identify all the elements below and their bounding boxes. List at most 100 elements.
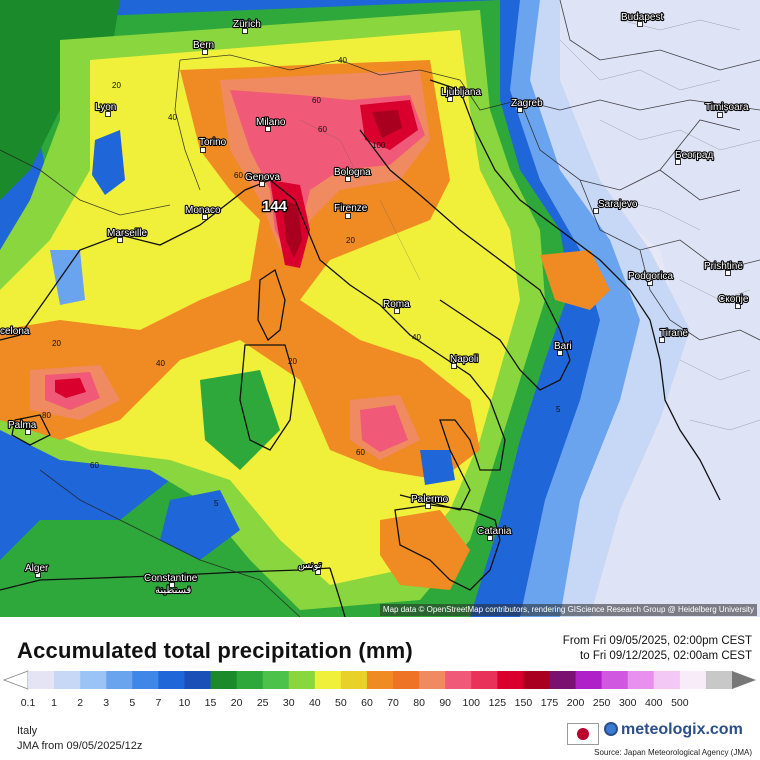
scale-swatch	[210, 671, 238, 689]
scale-swatch	[653, 671, 681, 689]
scale-swatch	[106, 671, 133, 689]
scale-swatch	[679, 671, 707, 689]
scale-tick-label: 300	[618, 697, 637, 709]
scale-tick-label: 40	[308, 697, 321, 709]
scale-swatch	[158, 671, 185, 689]
scale-swatch	[262, 671, 290, 689]
city-marker-tirane	[659, 337, 665, 343]
city-label-sarajevo: Sarajevo	[598, 199, 638, 210]
scale-tick-label: 70	[387, 697, 399, 709]
globe-icon	[604, 722, 618, 736]
city-label-marseille: Marseille	[107, 228, 147, 239]
city-label-budapest: Budapest	[621, 12, 663, 23]
city-label-tirane: Tiranë	[660, 328, 688, 339]
city-label-napoli: Napoli	[450, 354, 478, 365]
scale-tick-label: 1	[51, 697, 57, 709]
city-marker-roma	[394, 308, 400, 314]
precipitation-map[interactable]: 20 40 60 60 100 40 20 80 60 40 20 5 60 5…	[0, 0, 760, 617]
scale-tick-label: 2	[77, 697, 84, 709]
scale-tick-label: 15	[204, 697, 217, 709]
city-label-podgorica: Podgorica	[628, 271, 673, 282]
scale-tick-label: 60	[361, 697, 373, 709]
contour-label: 100	[372, 141, 386, 150]
chart-title: Accumulated total precipitation (mm)	[17, 638, 413, 663]
period-to: to Fri 09/12/2025, 02:00am CEST	[580, 650, 752, 662]
scale-swatch	[497, 671, 524, 689]
scale-tick-label: 500	[671, 697, 689, 709]
period-from: From Fri 09/05/2025, 02:00pm CEST	[562, 635, 752, 647]
contour-label: 60	[318, 125, 327, 134]
scale-tick-label: 125	[488, 697, 507, 709]
contour-label: 20	[288, 357, 297, 366]
color-scale	[2, 670, 756, 690]
city-label-ljubljana: Ljubljana	[441, 87, 481, 98]
contour-label: 60	[356, 448, 365, 457]
scale-swatch	[184, 671, 212, 689]
city-label-constantine-ar: قسنطينة	[155, 585, 192, 596]
scale-tick-label: 7	[155, 697, 162, 709]
city-marker-firenze	[345, 213, 351, 219]
scale-tick-label: 175	[540, 697, 559, 709]
city-marker-pristine	[725, 270, 731, 276]
contour-label: 40	[168, 113, 177, 122]
scale-swatch	[393, 671, 420, 689]
city-marker-bern	[202, 49, 208, 55]
scale-tick-label: 3	[103, 697, 110, 709]
city-marker-alger	[35, 572, 41, 578]
scale-swatch	[419, 671, 446, 689]
city-marker-sarajevo	[593, 208, 599, 214]
contour-label: 80	[42, 411, 51, 420]
scale-swatch	[80, 671, 107, 689]
city-label-skopje: Скопје	[718, 294, 749, 305]
scale-tick-label: 150	[514, 697, 533, 709]
contour-label: 20	[346, 236, 355, 245]
city-label-genova: Genova	[245, 172, 280, 183]
city-marker-marseille	[117, 237, 123, 243]
scale-tick-label: 400	[645, 697, 663, 709]
scale-swatch	[549, 671, 577, 689]
scale-swatch	[54, 671, 81, 689]
contour-label: 40	[156, 359, 165, 368]
contour-label: 60	[234, 171, 243, 180]
japan-flag-icon	[567, 723, 599, 745]
city-marker-timisoara	[717, 112, 723, 118]
scale-swatch	[28, 671, 55, 689]
city-label-pristine: Prishtinë	[704, 261, 743, 272]
city-label-bologna: Bologna	[334, 167, 371, 178]
city-label-alger: Alger	[25, 563, 49, 574]
city-marker-tunis	[315, 569, 321, 575]
scale-tick-label: 30	[282, 697, 295, 709]
scale-swatch	[575, 671, 603, 689]
city-marker-beograd	[675, 159, 681, 165]
contour-label: 5	[556, 405, 561, 414]
city-marker-palma	[25, 429, 31, 435]
scale-swatch	[366, 671, 394, 689]
city-label-zagreb: Zagreb	[511, 98, 543, 109]
scale-swatch	[627, 671, 655, 689]
scale-tick-label: 200	[566, 697, 585, 709]
scale-swatch	[314, 671, 342, 689]
city-marker-genova	[259, 181, 265, 187]
scale-tick-label: 50	[335, 697, 347, 709]
scale-swatch	[601, 671, 629, 689]
scale-tick-label: 250	[592, 697, 611, 709]
scale-swatch	[340, 671, 368, 689]
city-label-bern: Bern	[193, 40, 214, 51]
city-label-lyon: Lyon	[95, 102, 116, 113]
scale-tick-label: 20	[230, 697, 243, 709]
contour-label: 40	[338, 56, 347, 65]
brand-name: meteologix.com	[621, 721, 743, 738]
city-label-constantine: Constantine	[144, 573, 198, 584]
city-label-monaco: Monaco	[185, 205, 221, 216]
contour-label: 60	[312, 96, 321, 105]
scale-swatch	[236, 671, 264, 689]
city-label-palermo: Palermo	[411, 494, 449, 505]
scale-tick-label: 80	[413, 697, 425, 709]
city-label-palma: Palma	[8, 420, 37, 431]
contour-label: 40	[412, 333, 421, 342]
data-source: Source: Japan Meteorological Agency (JMA…	[594, 748, 752, 757]
contour-label: 20	[52, 339, 61, 348]
scale-swatch	[445, 671, 472, 689]
brand-logo[interactable]: meteologix.com	[604, 721, 743, 739]
scale-swatch	[523, 671, 550, 689]
